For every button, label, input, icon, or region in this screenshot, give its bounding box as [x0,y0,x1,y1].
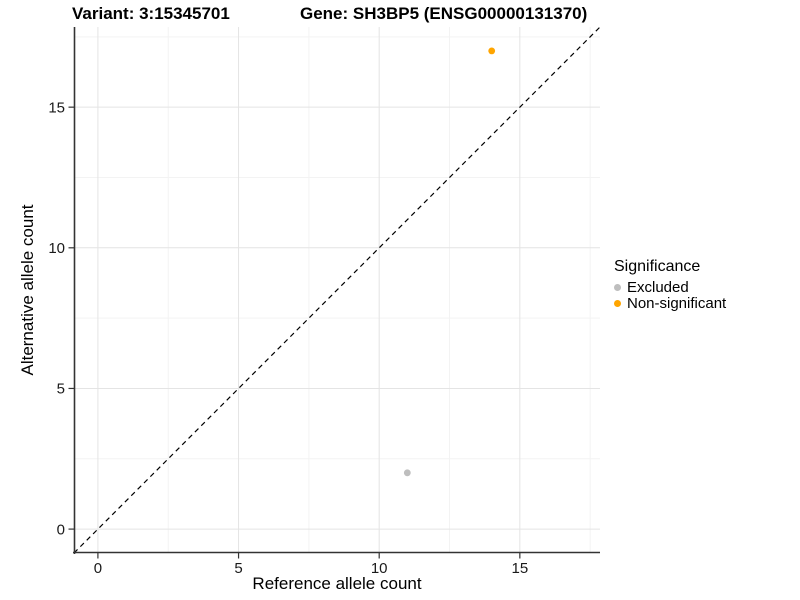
non-significant-point-icon [614,299,621,307]
legend-item-non-significant: Non-significant [614,294,727,312]
identity-line [73,26,601,554]
excluded-point-icon [614,283,621,291]
y-tick-label: 5 [57,381,65,398]
legend-item-excluded: Excluded [614,278,726,296]
x-tick-label: 0 [94,560,102,577]
x-tick-label: 15 [511,560,528,577]
x-axis-label: Reference allele count [252,574,422,593]
data-point-excluded [403,469,411,477]
gene-title: Gene: SH3BP5 (ENSG00000131370) [300,4,588,23]
y-tick-label: 0 [57,521,65,538]
legend-title: Significance [614,258,701,275]
x-tick-label: 5 [234,560,242,577]
variant-title: Variant: 3:15345701 [72,4,230,23]
y-axis-label: Alternative allele count [18,204,37,376]
y-tick-label: 15 [48,99,65,116]
data-point-non-significant [488,47,496,55]
legend: Significance Excluded Non-significant [614,257,727,312]
legend-label-excluded: Excluded [627,278,689,296]
y-tick-label: 10 [48,240,65,257]
legend-label-non-significant: Non-significant [627,294,727,312]
x-tick-label: 10 [371,560,388,577]
plot-panel: 0 0 5 5 10 10 15 15 [48,26,601,577]
